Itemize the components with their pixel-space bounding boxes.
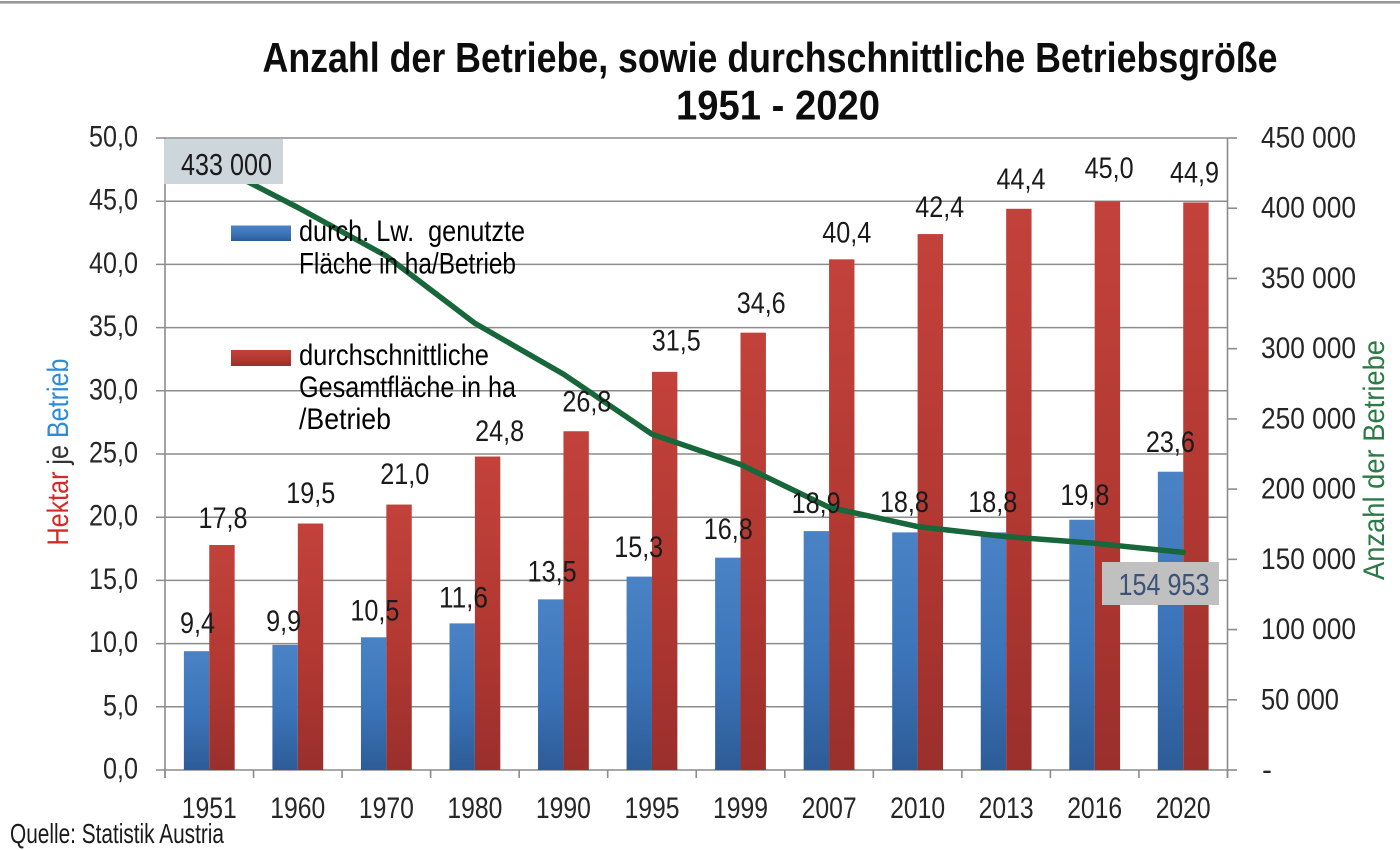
- svg-text:30,0: 30,0: [89, 373, 138, 406]
- svg-text:40,0: 40,0: [89, 247, 138, 280]
- svg-text:Anzahl der Betriebe, sowie dur: Anzahl der Betriebe, sowie durchschnittl…: [263, 34, 1278, 81]
- svg-text:21,0: 21,0: [380, 458, 429, 491]
- svg-text:11,6: 11,6: [439, 582, 488, 615]
- svg-text:10,0: 10,0: [89, 626, 138, 659]
- svg-text:1960: 1960: [270, 792, 325, 825]
- svg-text:9,4: 9,4: [180, 607, 215, 640]
- svg-text:2013: 2013: [979, 792, 1034, 825]
- svg-text:50 000: 50 000: [1261, 683, 1339, 716]
- svg-text:1999: 1999: [713, 792, 768, 825]
- svg-text:15,0: 15,0: [89, 563, 138, 596]
- svg-text:1970: 1970: [359, 792, 414, 825]
- svg-text:24,8: 24,8: [475, 415, 524, 448]
- svg-text:200 000: 200 000: [1261, 473, 1356, 506]
- svg-text:2007: 2007: [802, 792, 857, 825]
- svg-text:Hektar je Betrieb: Hektar je Betrieb: [42, 359, 75, 546]
- svg-text:Anzahl der Betriebe: Anzahl der Betriebe: [1358, 340, 1391, 580]
- svg-text:20,0: 20,0: [89, 500, 138, 533]
- svg-text:35,0: 35,0: [89, 310, 138, 343]
- svg-text:durchschnittliche: durchschnittliche: [299, 339, 489, 372]
- svg-text:Quelle: Statistik Austria: Quelle: Statistik Austria: [10, 818, 225, 849]
- svg-text:-: -: [1262, 754, 1272, 787]
- svg-text:Fläche in ha/Betrieb: Fläche in ha/Betrieb: [299, 248, 516, 281]
- svg-text:100 000: 100 000: [1261, 613, 1356, 646]
- svg-text:250 000: 250 000: [1261, 402, 1356, 435]
- svg-text:25,0: 25,0: [89, 437, 138, 470]
- svg-text:2010: 2010: [890, 792, 945, 825]
- svg-text:5,0: 5,0: [103, 689, 138, 722]
- svg-text:1951 - 2020: 1951 - 2020: [676, 82, 880, 129]
- svg-text:19,8: 19,8: [1060, 479, 1109, 512]
- svg-text:18,9: 18,9: [792, 487, 841, 520]
- svg-text:45,0: 45,0: [1085, 152, 1134, 185]
- svg-text:9,9: 9,9: [266, 605, 301, 638]
- svg-text:18,8: 18,8: [968, 486, 1017, 519]
- svg-text:34,6: 34,6: [737, 287, 786, 320]
- svg-text:40,4: 40,4: [822, 217, 871, 250]
- svg-text:1980: 1980: [447, 792, 502, 825]
- svg-text:10,5: 10,5: [350, 594, 399, 627]
- svg-text:23,6: 23,6: [1146, 426, 1195, 459]
- svg-text:154 953: 154 953: [1119, 567, 1210, 602]
- svg-text:42,4: 42,4: [915, 191, 964, 224]
- svg-text:16,8: 16,8: [704, 513, 753, 546]
- svg-text:44,4: 44,4: [997, 163, 1046, 196]
- svg-text:1951: 1951: [182, 792, 237, 825]
- svg-text:2016: 2016: [1067, 792, 1122, 825]
- svg-text:19,5: 19,5: [286, 477, 335, 510]
- svg-text:150 000: 150 000: [1261, 543, 1356, 576]
- svg-text:1990: 1990: [536, 792, 591, 825]
- svg-text:350 000: 350 000: [1261, 262, 1356, 295]
- svg-text:2020: 2020: [1156, 792, 1211, 825]
- svg-text:50,0: 50,0: [89, 121, 138, 154]
- svg-text:/Betrieb: /Betrieb: [299, 403, 391, 436]
- svg-text:durch. Lw. genutzte: durch. Lw. genutzte: [299, 215, 525, 248]
- svg-text:26,8: 26,8: [562, 385, 611, 418]
- svg-text:18,8: 18,8: [880, 486, 929, 519]
- svg-text:1995: 1995: [625, 792, 680, 825]
- svg-text:17,8: 17,8: [199, 502, 248, 535]
- svg-text:Gesamtfläche in ha: Gesamtfläche in ha: [299, 371, 516, 404]
- svg-text:13,5: 13,5: [528, 555, 577, 588]
- svg-text:15,3: 15,3: [614, 531, 663, 564]
- svg-text:400 000: 400 000: [1261, 192, 1356, 225]
- svg-text:300 000: 300 000: [1261, 332, 1356, 365]
- svg-text:45,0: 45,0: [89, 184, 138, 217]
- svg-text:31,5: 31,5: [652, 325, 701, 358]
- svg-text:450 000: 450 000: [1261, 122, 1356, 155]
- svg-text:0,0: 0,0: [103, 753, 138, 786]
- svg-text:433 000: 433 000: [181, 147, 272, 182]
- svg-text:44,9: 44,9: [1170, 157, 1219, 190]
